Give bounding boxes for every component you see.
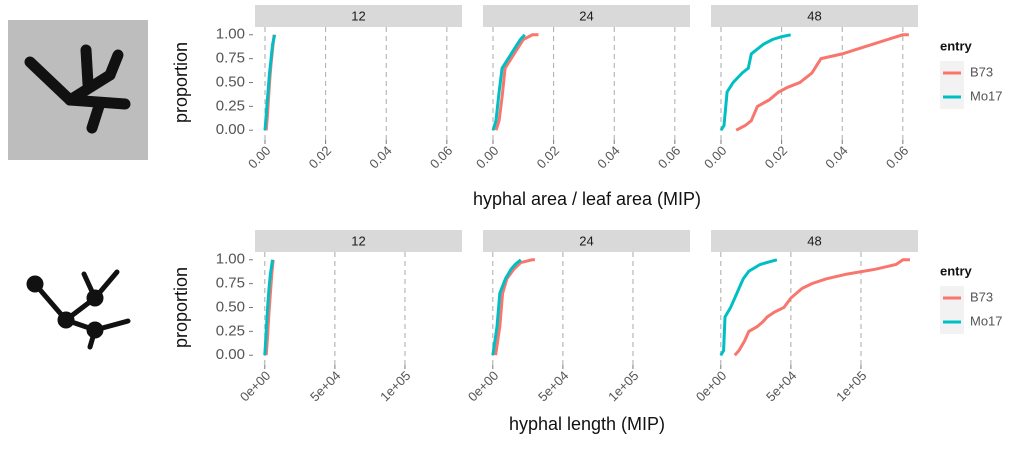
- legend-title: entry: [940, 263, 973, 278]
- x-tick-label: 0.00: [245, 143, 274, 172]
- x-tick-label: 5e+04: [535, 368, 571, 404]
- facet-title: 24: [579, 233, 593, 248]
- length-icon: [26, 269, 131, 350]
- x-tick-label: 0.06: [883, 143, 912, 172]
- cdf-line: [719, 258, 778, 356]
- strip: [483, 230, 690, 252]
- y-tick-label: 0.50: [216, 298, 245, 315]
- legend-label: B73: [970, 289, 993, 304]
- x-tick-label: 0.04: [594, 143, 623, 172]
- x-tick-label: 0.00: [701, 143, 730, 172]
- cdf-line: [263, 259, 274, 356]
- strip: [711, 5, 918, 27]
- cdf-line: [735, 33, 909, 132]
- cdf-line: [491, 258, 522, 356]
- x-tick-label: 0e+00: [237, 368, 273, 404]
- x-tick-label: 0.02: [762, 143, 791, 172]
- facet-title: 48: [807, 233, 821, 248]
- x-tick-label: 5e+04: [763, 368, 799, 404]
- facet-title: 48: [807, 8, 821, 23]
- facet-title: 12: [351, 233, 365, 248]
- y-tick-label: 0.75: [216, 275, 245, 292]
- x-tick-label: 0.02: [306, 143, 335, 172]
- cdf-line: [733, 258, 910, 357]
- x-tick-label: 5e+04: [307, 368, 343, 404]
- y-axis-label: proportion: [171, 267, 191, 348]
- legend-label: Mo17: [970, 313, 1003, 328]
- x-tick-label: 0e+00: [465, 368, 501, 404]
- y-tick-label: 0.25: [216, 322, 245, 339]
- y-tick-label: 0.50: [216, 73, 245, 90]
- y-axis-label: proportion: [171, 42, 191, 123]
- x-tick-label: 0.02: [534, 143, 563, 172]
- y-tick-label: 1.00: [216, 26, 245, 43]
- legend-label: B73: [970, 64, 993, 79]
- legend-title: entry: [940, 38, 973, 53]
- cdf-line: [494, 258, 535, 356]
- y-tick-label: 0.00: [216, 346, 245, 363]
- strip: [711, 230, 918, 252]
- y-tick-label: 1.00: [216, 251, 245, 268]
- x-tick-label: 0.06: [655, 143, 684, 172]
- x-tick-label: 1e+05: [377, 368, 413, 404]
- y-tick-label: 0.75: [216, 50, 245, 67]
- strip: [483, 5, 690, 27]
- facet-title: 12: [351, 8, 365, 23]
- y-tick-label: 0.00: [216, 121, 245, 138]
- cdf-line: [491, 33, 526, 131]
- cdf-line: [263, 34, 277, 131]
- x-tick-label: 0.04: [366, 143, 395, 172]
- x-tick-label: 0e+00: [693, 368, 729, 404]
- legend-label: Mo17: [970, 88, 1003, 103]
- y-tick-label: 0.25: [216, 97, 245, 114]
- x-tick-label: 1e+05: [605, 368, 641, 404]
- cdf-line: [719, 33, 792, 132]
- x-tick-label: 0.04: [822, 143, 851, 172]
- x-axis-label: hyphal length (MIP): [509, 414, 665, 434]
- strip: [255, 230, 462, 252]
- facet-title: 24: [579, 8, 593, 23]
- strip: [255, 5, 462, 27]
- x-tick-label: 0.06: [427, 143, 456, 172]
- x-axis-label: hyphal area / leaf area (MIP): [473, 189, 701, 209]
- x-tick-label: 1e+05: [833, 368, 869, 404]
- x-tick-label: 0.00: [473, 143, 502, 172]
- area-icon: [8, 20, 148, 160]
- cdf-line: [494, 33, 539, 131]
